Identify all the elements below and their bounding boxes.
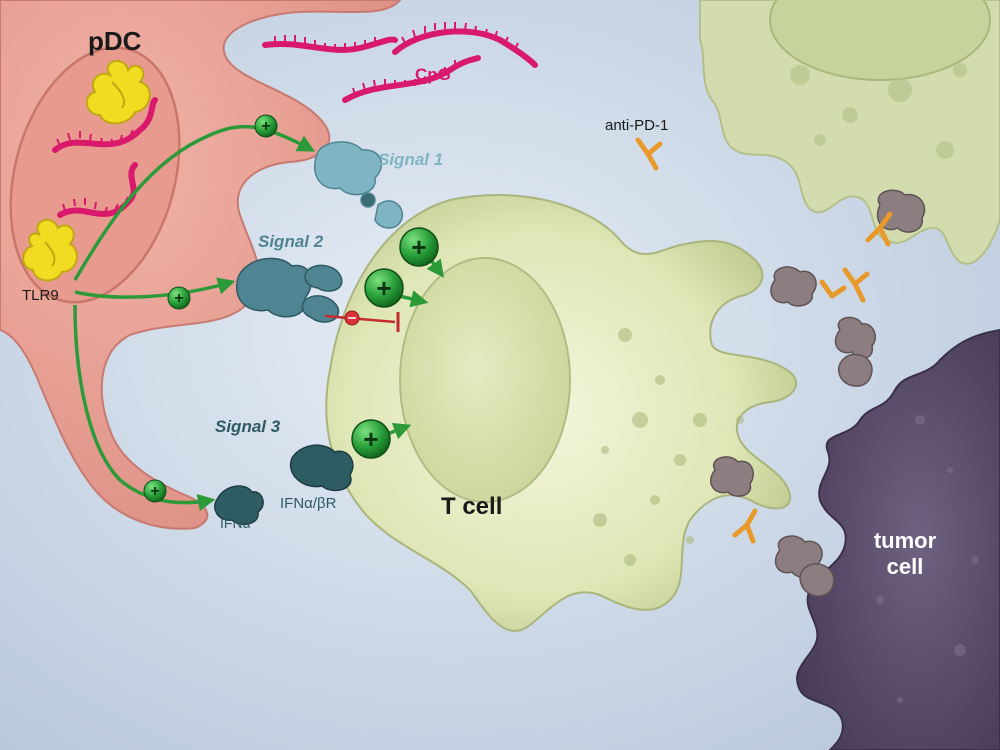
t-cell-nucleus xyxy=(399,257,571,503)
antibodies xyxy=(635,137,893,544)
cpg-dna-inner-ticks xyxy=(56,129,134,214)
plus-badge-small-2: + xyxy=(167,286,191,310)
label-cpg: CpG xyxy=(415,65,451,84)
tumor-cell xyxy=(796,328,1000,750)
label-antipd1: anti-PD-1 xyxy=(605,117,668,134)
label-pdc: pDC xyxy=(88,26,142,56)
tlr9-receptor-top xyxy=(85,60,151,125)
pd1-receptors xyxy=(710,189,926,597)
svg-text:+: + xyxy=(376,273,391,303)
plus-badge-large-2: + xyxy=(364,268,404,308)
apc-nucleus xyxy=(769,0,991,81)
label-ifna: IFNα xyxy=(220,515,251,531)
ifna-molecule xyxy=(214,485,264,526)
cpg-dna-outer-ticks xyxy=(274,22,519,96)
tumor-spots xyxy=(876,415,979,703)
signal1-receptor xyxy=(313,141,404,229)
ifnar-receptor xyxy=(289,444,354,492)
label-tlr9: TLR9 xyxy=(22,287,59,304)
svg-text:+: + xyxy=(150,483,159,500)
apc-spots xyxy=(790,63,967,159)
plus-badge-small-3: + xyxy=(143,479,167,503)
arrow-to-signal2 xyxy=(74,277,236,299)
label-signal3: Signal 3 xyxy=(215,417,281,436)
tlr9-receptor-bottom xyxy=(22,218,78,282)
plus-badge-small-1: + xyxy=(254,114,278,138)
svg-text:+: + xyxy=(174,290,183,307)
inhibition-signal xyxy=(324,310,400,332)
svg-text:+: + xyxy=(363,424,378,454)
plus-badge-large-3: + xyxy=(351,419,391,459)
label-signal1: Signal 1 xyxy=(378,150,443,169)
label-ifnar: IFNα/βR xyxy=(280,495,337,512)
label-tumor-line1: tumor xyxy=(874,528,937,553)
svg-text:+: + xyxy=(411,232,426,262)
label-tcell: T cell xyxy=(441,493,502,520)
label-signal2: Signal 2 xyxy=(258,232,324,251)
arrow-to-ifna xyxy=(73,304,216,512)
plus-badge-large-1: + xyxy=(399,227,439,267)
svg-text:+: + xyxy=(261,118,270,135)
label-tumor-line2: cell xyxy=(887,554,924,579)
